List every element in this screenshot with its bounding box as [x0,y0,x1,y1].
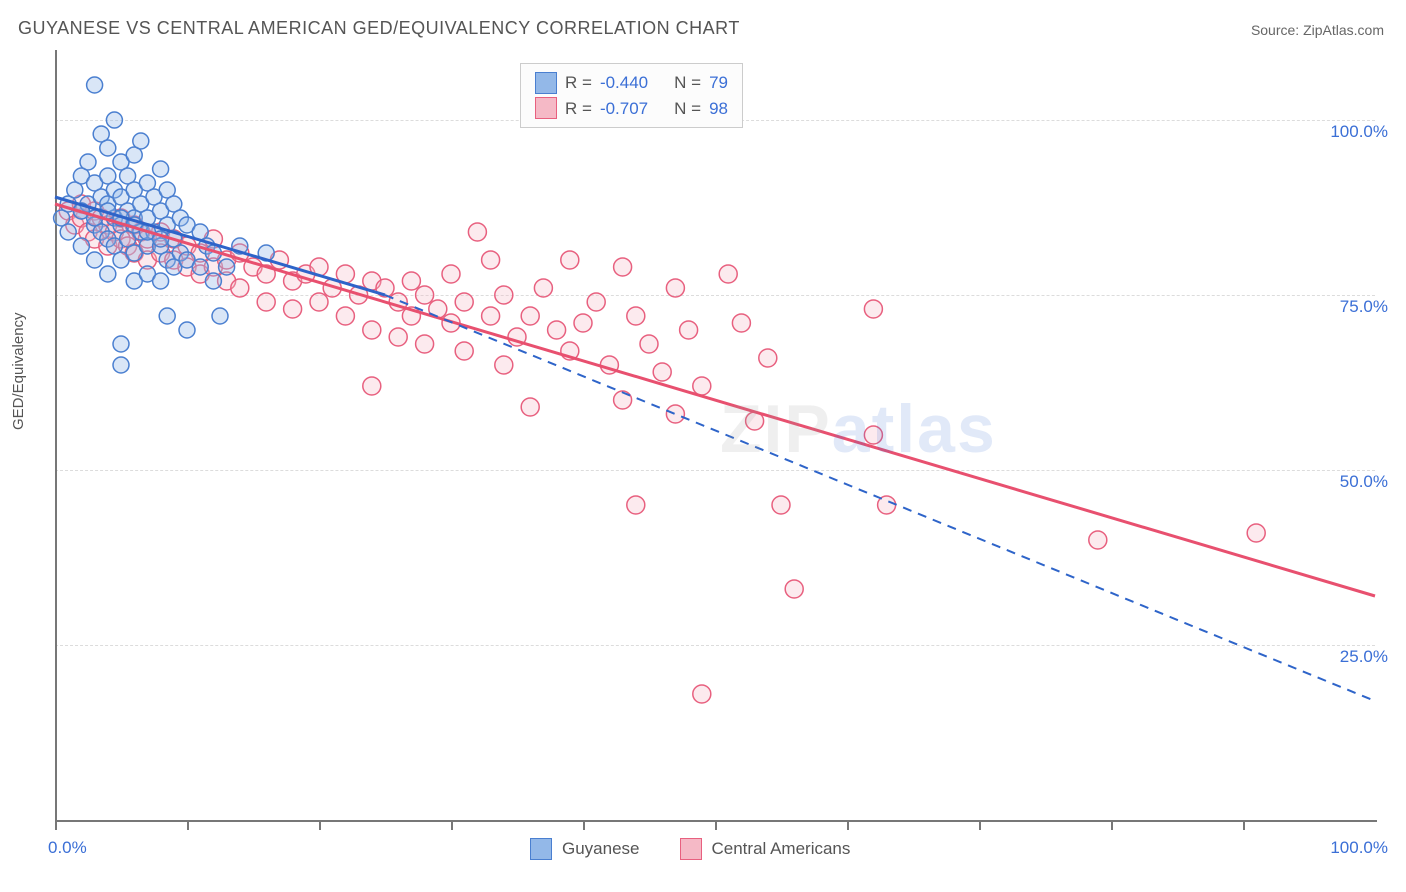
x-axis-min: 0.0% [48,838,87,858]
data-point [693,685,711,703]
data-point [534,279,552,297]
source-attribution: Source: ZipAtlas.com [1251,22,1384,38]
data-point [666,279,684,297]
data-point [159,308,175,324]
data-point [100,140,116,156]
data-point [587,293,605,311]
data-point [389,328,407,346]
swatch-icon [535,97,557,119]
trend-line [385,295,1375,701]
data-point [693,377,711,395]
data-point [785,580,803,598]
data-point [521,307,539,325]
data-point [732,314,750,332]
series-legend: Guyanese Central Americans [530,838,850,860]
data-point [73,238,89,254]
data-point [60,224,76,240]
data-point [442,265,460,283]
data-point [87,252,103,268]
data-point [363,377,381,395]
data-point [219,259,235,275]
y-tick-label: 50.0% [1340,472,1388,492]
data-point [363,321,381,339]
correlation-legend: R = -0.440 N = 79 R = -0.707 N = 98 [520,63,743,128]
data-point [231,279,249,297]
data-point [864,426,882,444]
data-point [192,259,208,275]
data-point [257,293,275,311]
swatch-icon [535,72,557,94]
data-point [455,342,473,360]
y-tick-label: 100.0% [1330,122,1388,142]
data-point [284,300,302,318]
y-tick-label: 25.0% [1340,647,1388,667]
y-tick-label: 75.0% [1340,297,1388,317]
swatch-icon [530,838,552,860]
chart-title: GUYANESE VS CENTRAL AMERICAN GED/EQUIVAL… [18,18,740,39]
data-point [640,335,658,353]
data-point [1247,524,1265,542]
data-point [100,266,116,282]
data-point [1089,531,1107,549]
scatter-svg [55,50,1375,820]
data-point [680,321,698,339]
data-point [666,405,684,423]
data-point [310,293,328,311]
data-point [574,314,592,332]
data-point [548,321,566,339]
data-point [627,496,645,514]
data-point [336,307,354,325]
data-point [205,273,221,289]
data-point [495,356,513,374]
data-point [614,258,632,276]
trend-line [55,204,1375,596]
data-point [719,265,737,283]
data-point [133,133,149,149]
data-point [416,286,434,304]
data-point [113,336,129,352]
data-point [495,286,513,304]
data-point [627,307,645,325]
legend-row: R = -0.707 N = 98 [535,96,728,122]
data-point [521,398,539,416]
legend-row: R = -0.440 N = 79 [535,70,728,96]
data-point [614,391,632,409]
swatch-icon [680,838,702,860]
data-point [864,300,882,318]
legend-label: Central Americans [712,839,851,859]
data-point [113,357,129,373]
data-point [759,349,777,367]
data-point [106,112,122,128]
data-point [482,307,500,325]
x-axis-max: 100.0% [1330,838,1388,858]
data-point [153,273,169,289]
data-point [772,496,790,514]
data-point [179,322,195,338]
legend-label: Guyanese [562,839,640,859]
data-point [153,161,169,177]
data-point [402,272,420,290]
data-point [87,77,103,93]
data-point [455,293,473,311]
data-point [212,308,228,324]
data-point [561,251,579,269]
data-point [468,223,486,241]
data-point [80,154,96,170]
y-axis-label: GED/Equivalency [10,312,27,430]
data-point [482,251,500,269]
data-point [653,363,671,381]
data-point [416,335,434,353]
